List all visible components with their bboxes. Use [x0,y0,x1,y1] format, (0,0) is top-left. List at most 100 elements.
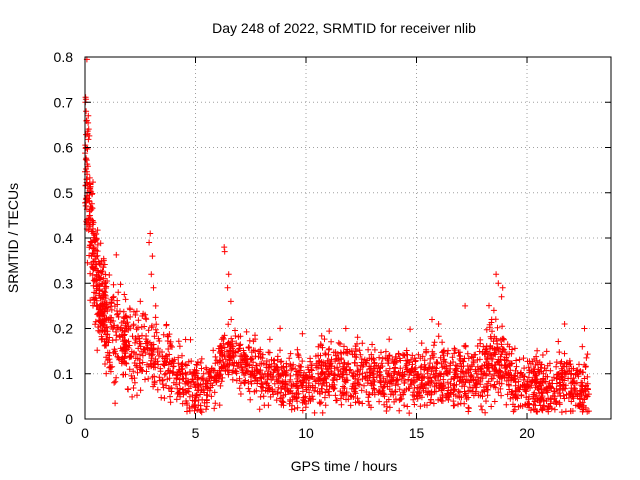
data-point [412,357,419,364]
data-point [498,392,505,399]
data-point [275,384,282,391]
data-point [396,355,403,362]
data-point [123,313,129,319]
data-point [154,386,161,393]
data-point [376,387,382,394]
data-point [156,349,163,355]
data-point [236,345,242,352]
data-point [245,344,252,351]
data-point [544,406,550,413]
data-point [525,401,532,408]
data-point [229,359,236,366]
data-point [565,375,572,382]
data-point [491,372,498,379]
data-point [392,359,399,366]
data-point [499,284,506,291]
data-point [525,374,532,381]
data-point [286,355,293,362]
data-point [396,386,403,393]
data-point [541,378,548,385]
data-point [225,371,232,378]
data-point [468,353,475,360]
data-point [103,283,110,290]
data-point [534,408,541,415]
data-point [287,387,294,394]
data-point [481,388,488,395]
data-point [415,351,422,358]
data-point [277,359,284,365]
data-point [494,340,501,347]
data-point [527,407,534,414]
data-point [167,393,173,400]
data-point [173,371,180,378]
data-point [578,401,585,408]
data-point [531,369,537,375]
data-point [362,373,369,380]
data-point [438,387,445,394]
data-point [250,359,257,366]
data-point [483,365,490,372]
data-point [323,386,330,393]
axis-ticks: 0 5 10 15 20 0 0.1 0.2 0.3 0.4 0.5 0.6 0.7 0.8 [54,49,611,441]
data-point [576,395,583,402]
data-point [447,360,454,367]
data-point [259,355,266,362]
data-point [585,408,592,415]
data-point [556,390,563,397]
data-point [167,385,174,392]
data-point [470,377,477,384]
data-point [137,298,144,305]
data-point [89,264,96,271]
data-point [89,221,96,228]
data-point [511,375,518,382]
data-point [316,389,323,395]
data-point [170,360,177,367]
data-point [469,354,476,361]
data-point [197,381,204,388]
data-point [579,343,586,350]
data-point [100,275,107,282]
data-point [228,335,235,342]
data-point [396,407,403,414]
data-point [237,341,244,348]
data-point [418,363,425,370]
data-point [213,378,220,385]
data-point [130,385,137,391]
data-point [491,349,498,356]
data-point [489,328,495,335]
data-point [343,363,350,370]
data-point [343,350,350,356]
data-point [294,394,300,401]
data-point [487,382,494,389]
data-point [127,306,134,313]
data-point [203,364,209,371]
data-point [363,389,370,395]
data-point [248,349,255,356]
data-point [367,372,373,379]
data-point [98,336,105,343]
data-point [151,378,158,385]
data-point [461,355,468,362]
data-point [371,386,378,393]
data-point [322,350,329,357]
data-point [125,326,132,333]
data-point [292,371,299,378]
data-point [180,386,187,393]
data-point [197,408,204,414]
data-point [574,371,581,378]
y-tick-label: 0.2 [54,321,74,337]
data-point [138,324,145,330]
y-tick-label: 0.3 [54,275,74,291]
data-point [441,356,448,363]
data-point [95,281,102,288]
data-point [129,333,136,340]
data-point [220,363,227,370]
data-point [370,356,377,363]
data-point [252,375,259,382]
data-point [122,296,129,303]
data-point [404,357,411,364]
data-point [459,383,465,390]
data-point [87,183,94,190]
data-point [189,376,196,383]
data-point [458,394,465,401]
